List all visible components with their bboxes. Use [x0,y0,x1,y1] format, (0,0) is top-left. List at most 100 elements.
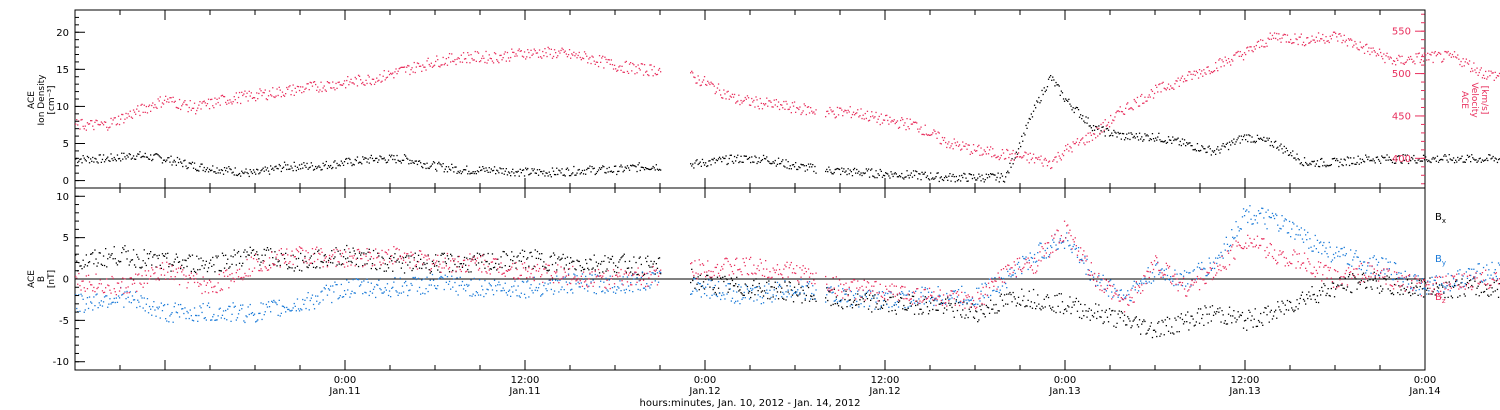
data-point [657,69,660,71]
data-point [1355,43,1357,45]
data-point [135,113,137,115]
data-point [1422,60,1425,62]
data-point [1005,157,1007,160]
data-point [422,167,424,169]
data-point [231,313,233,315]
data-point [642,74,645,76]
data-point [245,168,247,170]
data-point [283,258,286,260]
data-point [1388,58,1390,60]
data-point [572,172,574,174]
data-point [177,261,180,263]
data-point [926,175,929,177]
data-point [717,287,720,289]
data-point [1038,156,1040,158]
data-point [396,154,398,157]
data-point [987,153,990,155]
data-point [127,113,129,115]
data-point [621,65,623,67]
data-point [1018,142,1021,144]
data-point [1473,158,1475,160]
data-point [346,79,348,82]
data-point [752,101,754,103]
data-point [1002,305,1005,307]
data-point [510,295,512,297]
data-point [1165,142,1167,144]
data-point [985,173,987,175]
data-point [992,173,994,175]
data-point [1217,146,1219,148]
data-point [1044,90,1046,93]
data-point [756,99,758,101]
data-point [519,296,521,298]
data-point [247,254,249,256]
data-point [645,71,647,73]
data-point [274,251,276,253]
data-point [1163,87,1165,89]
data-point [1159,335,1161,337]
data-point [723,89,725,91]
data-point [1125,137,1127,139]
data-point [105,295,107,297]
data-point [1255,325,1257,328]
data-point [82,125,84,127]
data-point [871,168,873,170]
data-point [125,298,127,300]
data-point [188,317,190,320]
data-point [942,312,945,314]
data-point [785,159,787,161]
data-point [1376,287,1379,289]
data-point [1476,161,1478,163]
data-point [276,88,278,90]
data-point [1103,321,1105,323]
data-point [461,61,464,63]
data-point [186,167,188,170]
data-point [701,81,704,83]
data-point [414,71,416,74]
data-point [258,258,260,260]
data-point [803,165,805,167]
data-point [355,278,357,280]
data-point [597,65,600,68]
data-point [138,301,140,303]
data-point [140,156,142,159]
data-point [768,280,770,282]
data-point [805,113,807,116]
data-point [630,271,632,273]
data-point [1464,61,1466,63]
data-point [606,289,608,291]
data-point [483,253,485,256]
data-point [1192,149,1194,151]
data-point [1430,54,1432,56]
data-point [408,163,410,165]
data-point [139,305,141,308]
data-point [927,313,930,315]
data-point [366,161,368,163]
data-point [1429,277,1431,279]
data-point [462,169,465,171]
data-point [1144,320,1146,323]
data-point [366,278,368,280]
data-point [1322,290,1324,292]
data-point [1141,323,1143,325]
data-point [445,58,447,60]
data-point [1036,100,1038,102]
data-point [466,283,468,286]
data-point [1400,162,1402,164]
data-point [834,168,836,171]
data-point [984,150,986,153]
data-point [388,154,391,156]
data-point [1453,51,1456,53]
data-point [728,288,730,290]
data-point [804,170,806,172]
data-point [1277,146,1279,148]
data-point [428,167,430,170]
data-point [1472,157,1474,159]
data-point [1113,325,1115,327]
data-point [846,173,848,176]
data-point [913,313,916,315]
data-point [1458,159,1460,161]
data-point [175,106,177,109]
data-point [503,173,505,175]
data-point [1166,87,1169,89]
